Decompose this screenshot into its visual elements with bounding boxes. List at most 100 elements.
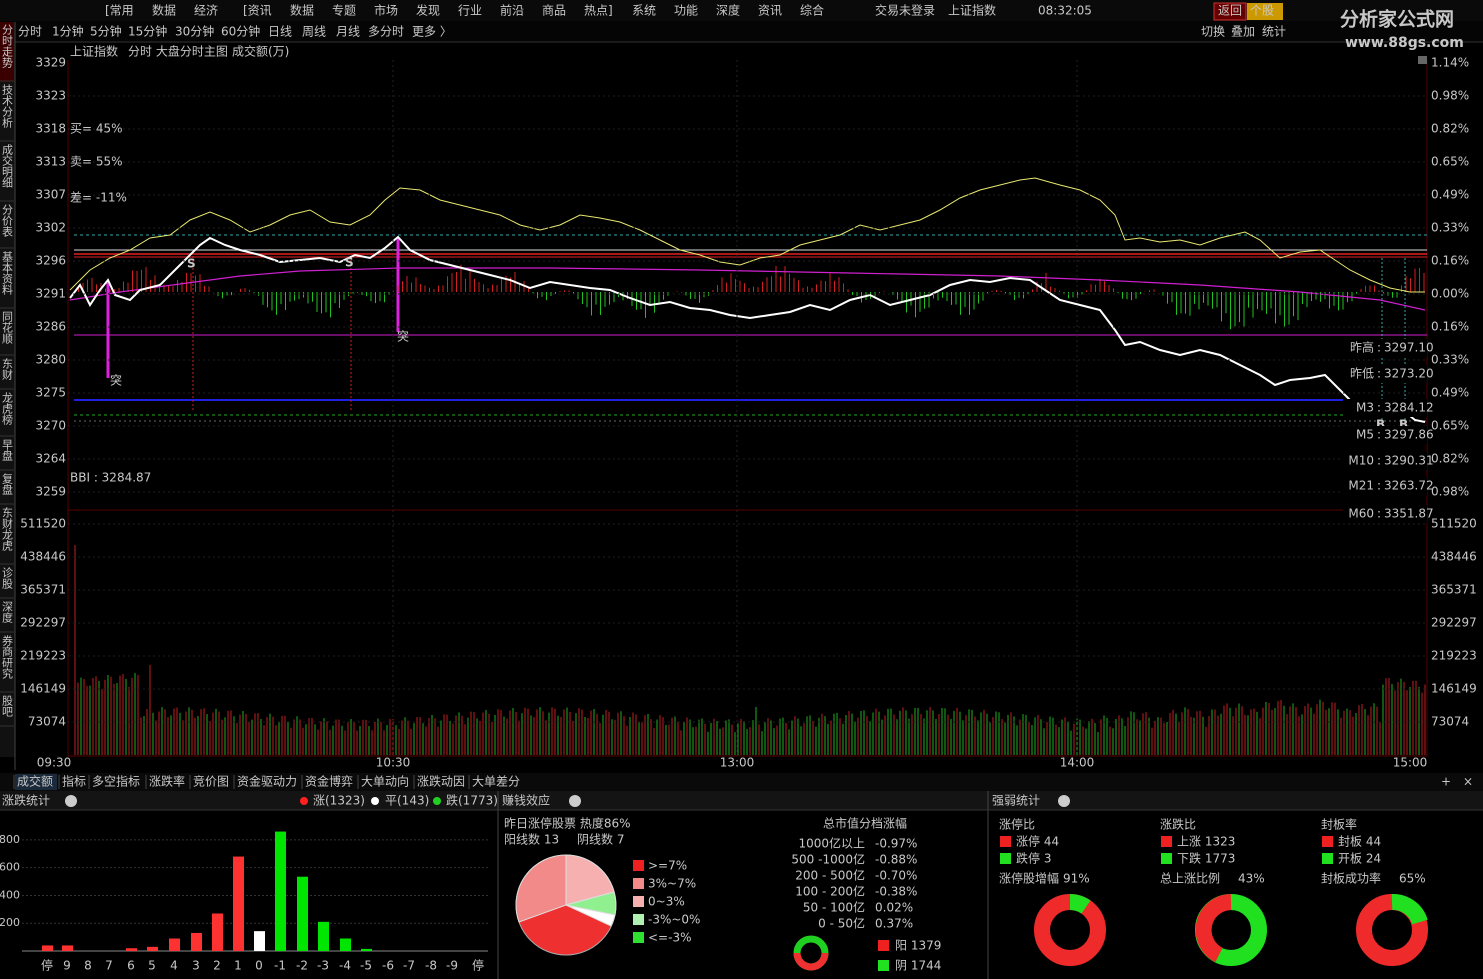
indicator-tab[interactable]: 资金驱动力 (237, 774, 297, 789)
bar (42, 945, 53, 951)
donut-arc (1069, 893, 1091, 914)
stock-button-bg[interactable] (1247, 3, 1283, 20)
stat-bg (1343, 477, 1427, 495)
breakout-marker: 突 (397, 329, 409, 344)
cap-value: -0.38% (875, 885, 917, 899)
sidebar-tab[interactable]: 早盘 (1, 439, 14, 461)
menu-item[interactable]: 综合 (800, 3, 824, 18)
scroll-handle[interactable] (1418, 56, 1427, 64)
stat-bg (1343, 505, 1427, 523)
chart-indicator: 成交额(万) (232, 44, 289, 59)
sell-ratio: 卖= 55% (70, 155, 123, 169)
time-label: 10:30 (376, 756, 411, 770)
menu-item[interactable]: 行业 (458, 4, 482, 18)
tool-button[interactable]: 叠加 (1231, 25, 1255, 39)
menu-item[interactable]: 功能 (674, 4, 698, 18)
volume-label: 438446 (1431, 550, 1477, 564)
add-button[interactable]: + (1441, 775, 1451, 789)
menu-item[interactable]: 深度 (716, 3, 740, 18)
indicator-tab[interactable]: 大单动向 (361, 774, 409, 789)
menu-item[interactable]: 经济 (194, 3, 218, 18)
period-bar (0, 21, 1483, 42)
period-tab[interactable]: 1分钟 (52, 24, 84, 39)
sidebar-tab[interactable]: 分时走势 (1, 24, 14, 68)
sidebar-tab[interactable]: 诊股 (1, 566, 14, 590)
indicator-tab[interactable]: 成交额 (17, 774, 53, 789)
volume-label: 511520 (20, 517, 66, 531)
pie-legend: >=7% (648, 859, 687, 873)
price-label: 3307 (35, 188, 66, 202)
bar (275, 831, 286, 951)
close-button[interactable]: × (1463, 775, 1473, 789)
menu-item[interactable]: 热点] (584, 4, 613, 18)
info-icon (65, 795, 77, 807)
swatch (1161, 853, 1172, 864)
clock: 08:32:05 (1038, 4, 1092, 18)
sidebar-tab[interactable]: 成交明细 (1, 144, 14, 188)
indicator-tab[interactable]: 涨跌率 (149, 774, 185, 789)
period-tab[interactable]: 多分时 (368, 25, 404, 39)
cap-donut (793, 935, 829, 971)
period-tab[interactable]: 5分钟 (90, 24, 122, 39)
indicator-tab[interactable]: 竞价图 (193, 775, 229, 789)
price-label: 3291 (35, 287, 66, 301)
indicator-tab[interactable]: 资金博弈 (305, 774, 353, 789)
pct-label: 0.82% (1431, 452, 1469, 466)
sidebar-tab[interactable]: 深度 (1, 601, 14, 624)
price-label: 3296 (35, 254, 66, 268)
sidebar-tab[interactable]: 东财 (1, 358, 14, 381)
period-tab[interactable]: 30分钟 (175, 24, 214, 39)
donut-arc (1195, 894, 1232, 963)
bar (212, 913, 223, 951)
period-tab[interactable]: 60分钟 (221, 24, 260, 39)
menu-item[interactable]: 发现 (416, 3, 440, 18)
menu-item[interactable]: 前沿 (500, 3, 524, 18)
menu-item[interactable]: 市场 (374, 3, 398, 18)
indicator-tab[interactable]: 涨跌动因 (417, 774, 465, 789)
period-tab[interactable]: 月线 (336, 25, 360, 39)
sidebar-tab[interactable]: 东财龙虎 (1, 507, 14, 551)
stat-value: 3263.72 (1384, 479, 1434, 493)
indicator-tab[interactable]: 大单差分 (472, 775, 520, 789)
period-tab[interactable]: 15分钟 (128, 24, 167, 39)
menu-item[interactable]: [资讯 (243, 4, 272, 18)
period-tab[interactable]: 日线 (268, 25, 292, 39)
active-tab-bg[interactable] (15, 774, 57, 790)
x-tick-label: -7 (403, 959, 415, 973)
x-tick-label: 停 (472, 958, 484, 973)
menu-item[interactable]: [常用 (105, 4, 134, 18)
sidebar-tab[interactable]: 同花顺 (1, 311, 14, 345)
cap-label: 0 - 50亿 (818, 916, 865, 931)
indicator-tab[interactable]: 指标 (62, 774, 86, 789)
stat-value: 3273.20 (1384, 367, 1434, 381)
menu-item[interactable]: 资讯 (758, 4, 782, 18)
tool-button[interactable]: 统计 (1262, 25, 1286, 39)
back-button-bg[interactable] (1213, 2, 1247, 21)
sidebar-tab[interactable]: 龙虎榜 (1, 392, 14, 426)
menu-item[interactable]: 系统 (632, 4, 656, 18)
price-label: 3313 (35, 155, 66, 169)
stock-button[interactable]: 个股 (1250, 4, 1274, 18)
stat-bg (1343, 399, 1427, 417)
sidebar-tab[interactable]: 复盘 (1, 472, 14, 495)
sidebar-tab[interactable]: 股吧 (1, 695, 14, 717)
period-tab[interactable]: 周线 (302, 25, 326, 39)
menu-item[interactable]: 专题 (332, 3, 356, 18)
tool-button[interactable]: 切换 (1201, 25, 1225, 39)
sidebar-tab[interactable]: 基本资料 (1, 251, 14, 296)
period-tab[interactable]: 更多 〉 (412, 25, 452, 39)
indicator-tab[interactable]: 多空指标 (92, 774, 140, 789)
swatch (633, 932, 644, 943)
period-tab[interactable]: 分时 (18, 25, 42, 39)
menu-item[interactable]: 商品 (542, 3, 566, 18)
back-button[interactable]: 返回 (1218, 4, 1242, 18)
menu-item[interactable]: 数据 (290, 3, 314, 18)
sidebar-tab[interactable]: 券商研究 (1, 634, 14, 679)
sidebar-tab[interactable]: 技术分析 (1, 84, 14, 129)
panel-header-bar (0, 791, 1483, 810)
sidebar-tab[interactable]: 分价表 (1, 204, 14, 238)
menu-item[interactable]: 数据 (152, 3, 176, 18)
x-tick-label: 3 (192, 959, 200, 973)
swatch (1000, 836, 1011, 847)
pct-label: 0.33% (1431, 353, 1469, 367)
